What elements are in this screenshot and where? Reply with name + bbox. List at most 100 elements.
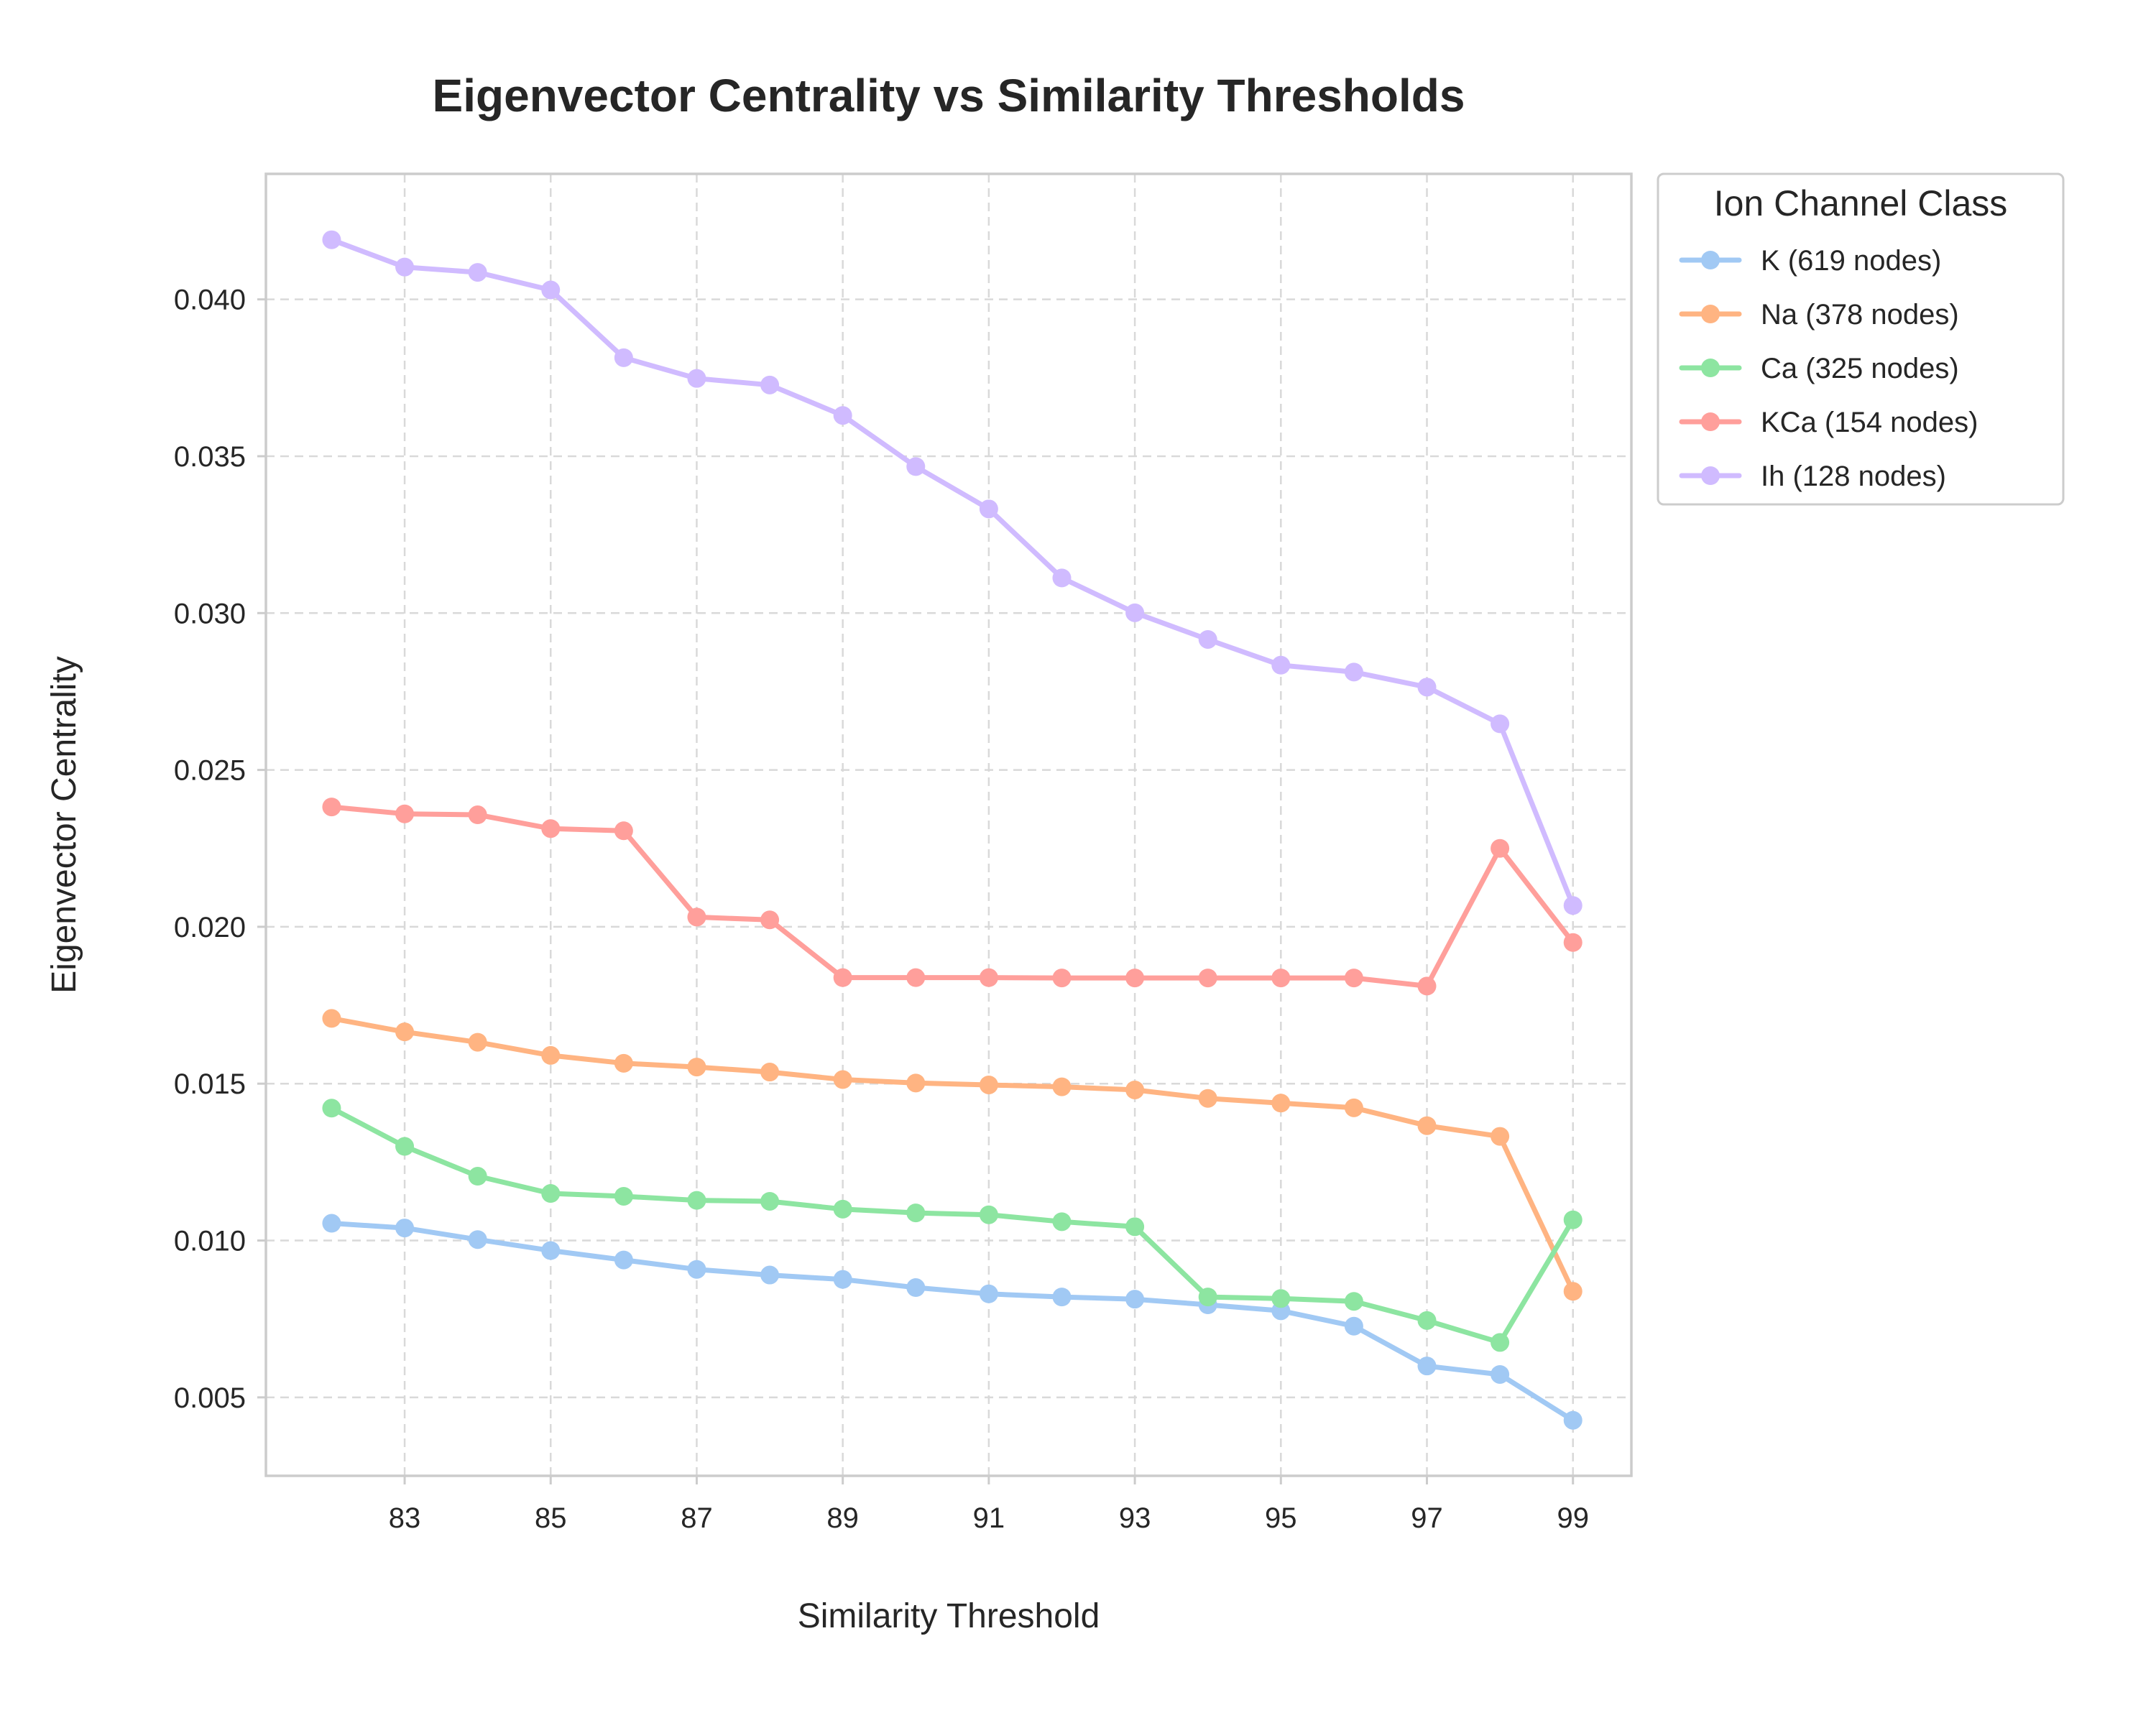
data-point-k: [979, 1284, 998, 1303]
data-point-na: [1491, 1127, 1510, 1146]
y-tick-label: 0.005: [174, 1382, 246, 1414]
data-point-ca: [322, 1099, 341, 1118]
legend-title: Ion Channel Class: [1714, 183, 2008, 223]
data-point-k: [760, 1265, 780, 1285]
data-point-k: [1417, 1357, 1437, 1376]
data-point-ih: [1344, 662, 1363, 682]
data-point-kca: [1563, 933, 1583, 952]
y-tick-label: 0.030: [174, 598, 246, 629]
legend-label-kca: KCa (154 nodes): [1761, 407, 1978, 438]
data-point-kca: [833, 968, 852, 987]
data-point-na: [468, 1032, 487, 1052]
data-point-kca: [979, 968, 998, 987]
data-point-na: [614, 1053, 633, 1073]
x-tick-label: 89: [826, 1502, 859, 1534]
data-point-ca: [687, 1191, 706, 1210]
x-tick-label: 93: [1119, 1502, 1151, 1534]
x-tick-label: 83: [389, 1502, 421, 1534]
data-point-ca: [1417, 1311, 1437, 1330]
series-line-ca: [328, 1105, 1576, 1345]
axis-ticks: 83 85 87 89 91 93 95 97 99 0.005 0.010 0.015 0.020 0.…: [174, 285, 1589, 1534]
series-line-na: [328, 1015, 1576, 1294]
data-point-k: [1563, 1410, 1583, 1430]
data-point-k: [322, 1214, 341, 1233]
legend-label-na: Na (378 nodes): [1761, 299, 1959, 331]
data-point-na: [979, 1075, 998, 1094]
legend-label-k: K (619 nodes): [1761, 245, 1941, 277]
legend-label-ih: Ih (128 nodes): [1761, 461, 1946, 492]
data-point-ca: [395, 1137, 415, 1156]
data-point-ih: [1491, 714, 1510, 734]
data-point-kca: [906, 968, 926, 987]
data-point-kca: [687, 907, 706, 927]
data-point-ca: [906, 1203, 926, 1223]
legend-entries: K (619 nodes) Na (378 nodes) Ca (325 nodes…: [1679, 245, 1978, 492]
data-point-na: [906, 1073, 926, 1093]
data-point-ih: [979, 499, 998, 519]
data-point-ih: [1417, 678, 1437, 697]
y-tick-label: 0.040: [174, 285, 246, 316]
data-point-na: [1271, 1094, 1291, 1113]
data-point-kca: [395, 804, 415, 823]
data-point-k: [833, 1270, 852, 1289]
data-point-ih: [906, 457, 926, 476]
data-point-kca: [1125, 969, 1145, 988]
data-point-na: [395, 1022, 415, 1042]
data-point-ca: [1198, 1288, 1217, 1307]
data-point-ca: [1125, 1217, 1145, 1237]
x-tick-label: 87: [681, 1502, 713, 1534]
data-point-ca: [614, 1186, 633, 1206]
series-line-ih: [328, 237, 1576, 908]
x-tick-label: 97: [1411, 1502, 1443, 1534]
legend-swatch-marker-kca: [1701, 412, 1720, 431]
legend-box: [1657, 172, 2065, 506]
x-tick-label: 99: [1557, 1502, 1589, 1534]
y-tick-label: 0.035: [174, 441, 246, 473]
x-tick-label: 95: [1265, 1502, 1297, 1534]
data-point-k: [468, 1230, 487, 1249]
legend: Ion Channel Class K (619 nodes) Na (378 n…: [1657, 172, 2065, 506]
data-point-k: [1344, 1316, 1363, 1336]
data-point-na: [541, 1045, 561, 1065]
data-point-na: [1198, 1089, 1217, 1108]
data-point-ih: [468, 263, 487, 282]
data-point-ih: [322, 230, 341, 249]
x-tick-label: 91: [973, 1502, 1005, 1534]
data-point-k: [906, 1278, 926, 1298]
data-point-na: [1344, 1098, 1363, 1117]
data-point-kca: [1198, 969, 1217, 988]
data-point-k: [541, 1241, 561, 1260]
data-point-k: [395, 1219, 415, 1238]
data-point-na: [1417, 1116, 1437, 1135]
data-point-ca: [468, 1167, 487, 1186]
x-tick-label: 85: [535, 1502, 567, 1534]
series-group: [322, 230, 1583, 1430]
data-point-ca: [1563, 1210, 1583, 1229]
data-point-ih: [833, 406, 852, 425]
data-point-ih: [1052, 568, 1072, 588]
data-point-ih: [395, 257, 415, 277]
legend-swatch-marker-ih: [1701, 466, 1720, 485]
data-point-kca: [541, 819, 561, 838]
data-point-k: [614, 1250, 633, 1270]
x-axis-label: Similarity Threshold: [798, 1597, 1100, 1635]
chart-title: Eigenvector Centrality vs Similarity Thr…: [433, 70, 1465, 121]
data-point-ih: [614, 348, 633, 367]
data-point-kca: [1417, 976, 1437, 996]
data-point-na: [322, 1009, 341, 1028]
data-point-kca: [322, 798, 341, 817]
data-point-ca: [1052, 1212, 1072, 1232]
data-point-ih: [1198, 629, 1217, 649]
grid-lines: [266, 174, 1631, 1476]
data-point-kca: [1344, 969, 1363, 988]
data-point-k: [1125, 1290, 1145, 1309]
y-tick-label: 0.025: [174, 755, 246, 787]
data-point-ih: [687, 369, 706, 388]
legend-swatch-marker-ca: [1701, 359, 1720, 377]
series-line-k: [328, 1221, 1576, 1423]
data-point-na: [1563, 1282, 1583, 1301]
data-point-kca: [468, 805, 487, 825]
data-point-ih: [1563, 896, 1583, 915]
data-point-ca: [1491, 1333, 1510, 1352]
